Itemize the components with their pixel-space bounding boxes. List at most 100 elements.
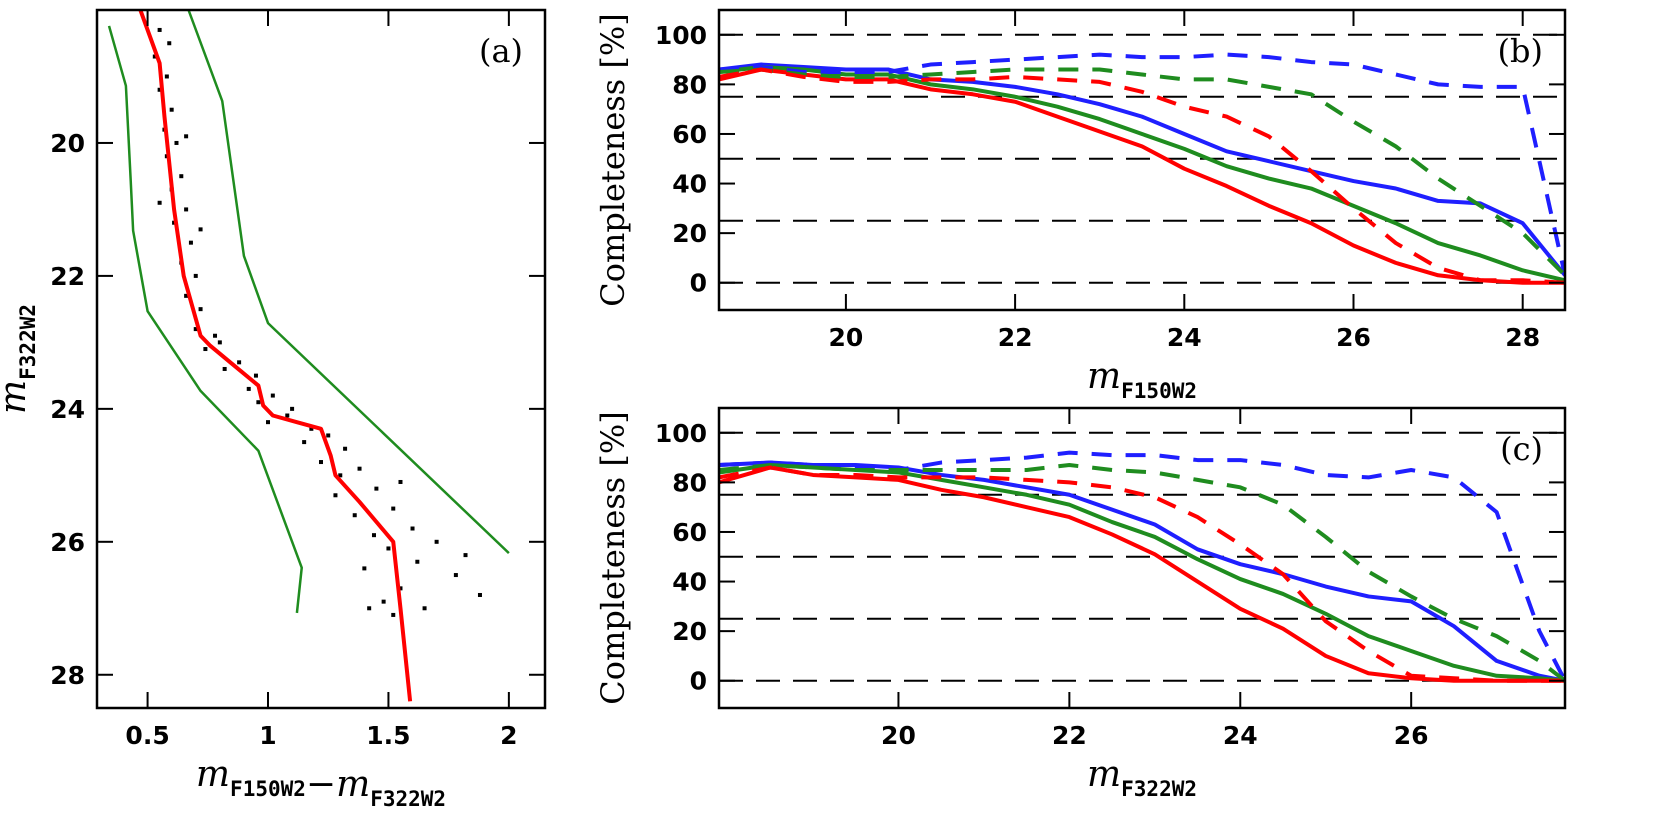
x-tick-label: 24 <box>1167 323 1202 352</box>
data-point <box>333 493 338 498</box>
line <box>719 463 1565 683</box>
plot-area <box>107 10 510 702</box>
data-point <box>352 513 357 518</box>
data-point <box>374 486 379 491</box>
data-point <box>184 207 189 212</box>
data-point <box>362 566 367 571</box>
line <box>719 67 1565 277</box>
line <box>187 10 510 555</box>
data-point <box>326 433 331 438</box>
data-point <box>391 506 396 511</box>
axis-title-main: m <box>1087 356 1121 397</box>
line <box>107 25 303 614</box>
line <box>719 62 1565 277</box>
y-tick-label: 40 <box>672 568 707 597</box>
axis-title-main: m <box>196 754 230 795</box>
data-point <box>174 140 179 145</box>
data-point <box>285 413 290 418</box>
x-tick-label: 1.5 <box>366 721 410 750</box>
y-tick-label: 28 <box>50 661 85 690</box>
frame <box>717 406 1567 710</box>
x-tick-label: 22 <box>998 323 1033 352</box>
data-point <box>410 526 415 531</box>
data-point <box>184 293 189 298</box>
data-point <box>246 386 251 391</box>
x-tick-label: 20 <box>829 323 864 352</box>
data-point <box>193 273 198 278</box>
frame <box>717 8 1567 312</box>
axis-title-sub: F322W2 <box>370 787 446 811</box>
data-point <box>157 200 162 205</box>
y-tick-label: 60 <box>672 120 707 149</box>
x-tick-label: 2 <box>500 721 517 750</box>
axis-title-main: −m <box>306 764 370 805</box>
y-tick-label: 26 <box>50 528 85 557</box>
y-tick-label: 80 <box>672 70 707 99</box>
data-point <box>391 612 396 617</box>
line <box>719 463 1565 683</box>
axis-title: Completeness [%] <box>594 13 632 306</box>
data-point <box>256 400 261 405</box>
y-tick-label: 20 <box>50 129 85 158</box>
line <box>719 450 1565 682</box>
line <box>719 465 1565 683</box>
data-point <box>152 54 157 59</box>
y-tick-label: 20 <box>672 617 707 646</box>
data-point <box>463 553 468 558</box>
axis-title: mF322W2 <box>1087 754 1197 801</box>
data-point <box>188 240 193 245</box>
y-tick-label: 40 <box>672 170 707 199</box>
x-tick-label: 0.5 <box>125 721 169 750</box>
data-point <box>169 107 174 112</box>
data-point <box>237 360 242 365</box>
axis-title-sub: F150W2 <box>1121 379 1197 403</box>
axis-title-sub: F150W2 <box>230 777 306 801</box>
data-point <box>371 533 376 538</box>
data-point <box>184 134 189 139</box>
y-tick-label: 0 <box>690 269 707 298</box>
data-point <box>415 559 420 564</box>
x-tick-label: 26 <box>1336 323 1371 352</box>
data-point <box>477 592 482 597</box>
y-tick-label: 20 <box>672 219 707 248</box>
data-point <box>302 440 307 445</box>
line <box>719 465 1565 683</box>
plot-area <box>719 33 1565 285</box>
line <box>138 10 413 702</box>
x-tick-label: 1 <box>259 721 276 750</box>
axis-title-main: m <box>0 380 34 414</box>
plot-area <box>719 431 1565 683</box>
axis-title: mF150W2 <box>1087 356 1197 403</box>
panel-label: (b) <box>1498 32 1543 70</box>
axis-title-sub: F322W2 <box>1121 777 1197 801</box>
y-tick-label: 60 <box>672 518 707 547</box>
line <box>719 67 1565 285</box>
data-point <box>309 426 314 431</box>
y-tick-label: 100 <box>655 21 707 50</box>
axis-title: mF322W2 <box>0 304 40 414</box>
y-tick-label: 80 <box>672 468 707 497</box>
axis-title-main: m <box>1087 754 1121 795</box>
data-point <box>434 539 439 544</box>
data-point <box>398 586 403 591</box>
data-point <box>198 307 203 312</box>
x-tick-label: 20 <box>881 721 916 750</box>
data-point <box>270 393 275 398</box>
y-tick-label: 0 <box>690 667 707 696</box>
data-point <box>422 606 427 611</box>
data-point <box>222 366 227 371</box>
y-tick-label: 100 <box>655 419 707 448</box>
data-point <box>319 460 323 465</box>
line <box>719 67 1565 285</box>
data-point <box>367 606 372 611</box>
axis-title: mF150W2−mF322W2 <box>196 754 446 811</box>
data-point <box>398 479 403 484</box>
y-tick-label: 22 <box>50 262 85 291</box>
data-point <box>217 340 222 345</box>
x-tick-label: 22 <box>1052 721 1087 750</box>
x-tick-label: 28 <box>1505 323 1540 352</box>
frame <box>95 8 547 710</box>
data-point <box>213 333 218 338</box>
